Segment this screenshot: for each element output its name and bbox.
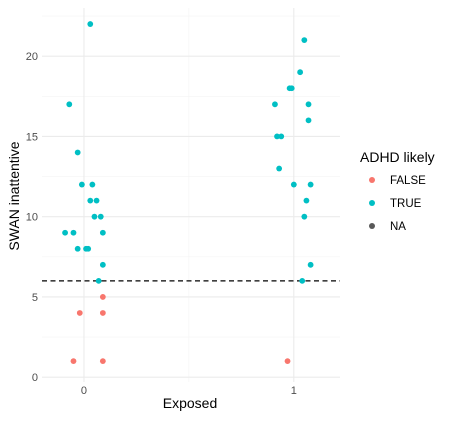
y-tick-label: 0 <box>32 372 38 384</box>
data-point-true <box>278 133 285 140</box>
data-point-true <box>272 101 278 108</box>
data-point-false <box>99 310 106 316</box>
data-point-true <box>290 181 297 188</box>
y-tick-label: 10 <box>26 212 38 224</box>
data-point-true <box>70 229 77 236</box>
data-point-false <box>99 358 106 365</box>
data-point-true <box>307 181 314 188</box>
data-point-true <box>66 101 73 108</box>
data-point-true <box>305 117 312 124</box>
data-point-true <box>95 277 102 284</box>
data-point-true <box>299 277 306 284</box>
x-axis-title: Exposed <box>163 395 217 411</box>
points-layer <box>62 21 314 365</box>
data-point-true <box>303 197 310 204</box>
data-point-true <box>301 37 308 44</box>
data-point-false <box>70 358 77 365</box>
data-point-true <box>78 181 85 188</box>
data-point-true <box>91 213 98 220</box>
y-tick-label: 5 <box>32 292 38 304</box>
legend-key-false <box>369 177 375 183</box>
data-point-true <box>99 261 106 268</box>
data-point-true <box>288 85 295 92</box>
data-point-true <box>301 213 308 220</box>
data-point-true <box>85 245 92 252</box>
tick-labels-layer: 0 5 10 15 20 0 1 <box>26 51 297 397</box>
data-point-true <box>87 197 94 204</box>
legend-label-true: TRUE <box>390 198 422 210</box>
y-axis-title: SWAN inattentive <box>6 141 22 250</box>
data-point-true <box>74 245 81 252</box>
legend: ADHD likely FALSE TRUE NA <box>360 149 435 233</box>
x-tick-label: 0 <box>81 385 87 397</box>
data-point-true <box>89 181 96 188</box>
data-point-true <box>297 69 304 76</box>
data-point-false <box>284 358 291 365</box>
legend-key-na <box>369 223 375 229</box>
legend-title: ADHD likely <box>360 149 435 165</box>
legend-label-na: NA <box>390 221 406 233</box>
data-point-true <box>307 261 314 268</box>
legend-entries: FALSE TRUE NA <box>369 175 426 233</box>
data-point-true <box>93 197 100 204</box>
data-point-false <box>76 310 83 316</box>
data-point-false <box>99 294 106 300</box>
data-point-true <box>99 229 106 236</box>
y-tick-label: 15 <box>26 131 38 143</box>
legend-label-false: FALSE <box>390 175 426 187</box>
legend-key-true <box>369 200 375 206</box>
data-point-true <box>305 101 312 108</box>
data-point-true <box>274 133 280 140</box>
y-tick-label: 20 <box>26 51 38 63</box>
x-tick-label: 1 <box>291 385 297 397</box>
grid-layer <box>42 8 340 382</box>
data-point-true <box>62 229 68 236</box>
data-point-true <box>74 149 81 156</box>
data-point-true <box>97 213 104 220</box>
data-point-true <box>276 165 283 172</box>
data-point-true <box>87 21 94 27</box>
